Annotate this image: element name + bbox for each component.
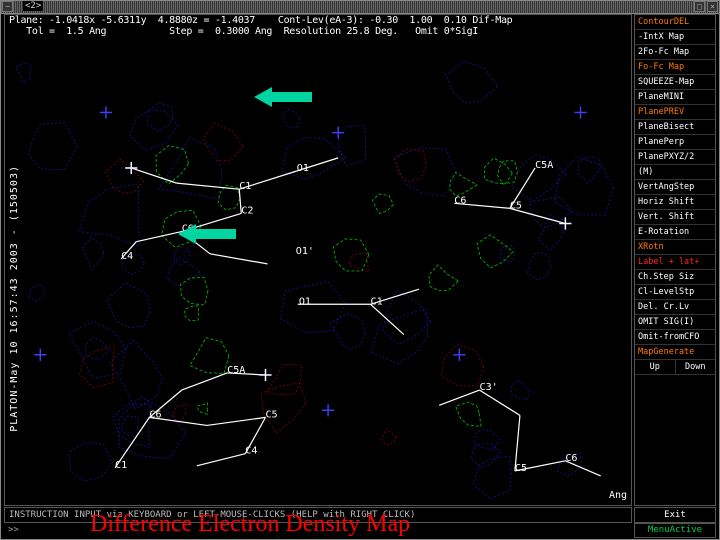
svg-text:O1': O1' bbox=[296, 246, 314, 257]
svg-text:C5A: C5A bbox=[227, 365, 245, 376]
menu-item-5[interactable]: PlaneMINI bbox=[635, 90, 715, 105]
svg-text:C1: C1 bbox=[115, 460, 127, 471]
menu-item-3[interactable]: Fo-Fc Map bbox=[635, 60, 715, 75]
menu-item-11[interactable]: VertAngStep bbox=[635, 180, 715, 195]
svg-text:C4: C4 bbox=[121, 251, 133, 262]
menu-item-21[interactable]: Omit-fromCFO bbox=[635, 330, 715, 345]
vertical-timestamp: PLATON-May 10 16:57:43 2003 - (150503) bbox=[9, 165, 20, 432]
svg-text:C2: C2 bbox=[241, 205, 253, 216]
svg-text:C5: C5 bbox=[510, 200, 522, 211]
maximize-icon[interactable]: □ bbox=[694, 1, 705, 12]
menu-item-13[interactable]: Vert. Shift bbox=[635, 210, 715, 225]
titlebar: − <2> □ × bbox=[1, 1, 719, 14]
menu-icon[interactable]: − bbox=[2, 1, 13, 12]
window-title: <2> bbox=[23, 1, 43, 11]
menu-item-0[interactable]: ContourDEL bbox=[635, 15, 715, 30]
svg-text:C1: C1 bbox=[371, 296, 383, 307]
menu-item-20[interactable]: OMIT SIG(I) bbox=[635, 315, 715, 330]
main-viewport: Plane: -1.0418x -5.6311y 4.8880z = -1.40… bbox=[4, 14, 632, 506]
menu-item-10[interactable]: (M) bbox=[635, 165, 715, 180]
menu-item-12[interactable]: Horiz Shift bbox=[635, 195, 715, 210]
svg-text:C6: C6 bbox=[454, 195, 466, 206]
svg-text:C1: C1 bbox=[239, 181, 251, 192]
menu-item-16[interactable]: Label + lat+ bbox=[635, 255, 715, 270]
angstrom-label: Ang bbox=[609, 490, 627, 501]
menu-item-6[interactable]: PlanePREV bbox=[635, 105, 715, 120]
svg-text:C4: C4 bbox=[245, 446, 257, 457]
side-menu: ContourDEL-IntX Map2Fo-Fc MapFo-Fc MapSQ… bbox=[634, 14, 716, 506]
menu-item-22[interactable]: MapGenerate bbox=[635, 345, 715, 360]
menu-item-19[interactable]: Del. Cr.Lv bbox=[635, 300, 715, 315]
svg-text:C5: C5 bbox=[515, 463, 527, 474]
down-button[interactable]: Down bbox=[676, 360, 716, 374]
menu-item-2[interactable]: 2Fo-Fc Map bbox=[635, 45, 715, 60]
header-line-1: Plane: -1.0418x -5.6311y 4.8880z = -1.40… bbox=[5, 15, 631, 26]
svg-text:C5: C5 bbox=[265, 409, 277, 420]
menu-active-label: MenuActive bbox=[648, 525, 702, 535]
menu-item-15[interactable]: XRotn bbox=[635, 240, 715, 255]
svg-text:C3': C3' bbox=[480, 382, 498, 393]
header-line-2: Tol = 1.5 Ang Step = 0.3000 Ang Resoluti… bbox=[5, 26, 631, 37]
menu-item-18[interactable]: Cl-LevelStp bbox=[635, 285, 715, 300]
menu-item-17[interactable]: Ch.Step Siz bbox=[635, 270, 715, 285]
annotation-arrow-0 bbox=[254, 85, 312, 109]
slide-caption: Difference Electron Density Map bbox=[90, 511, 410, 538]
svg-text:C6: C6 bbox=[565, 453, 577, 464]
menu-active-button[interactable]: MenuActive bbox=[634, 523, 716, 538]
svg-text:O1: O1 bbox=[299, 296, 311, 307]
annotation-arrow-1 bbox=[178, 222, 236, 246]
menu-item-8[interactable]: PlanePerp bbox=[635, 135, 715, 150]
density-map-canvas[interactable]: O1 C1 C2 C6 C4 O1' O1 C1 C5A C6 C5 C4 C1 C6 C5A C5 C3' C5… bbox=[5, 43, 631, 505]
menu-item-7[interactable]: PlaneBisect bbox=[635, 120, 715, 135]
svg-text:C6: C6 bbox=[149, 409, 161, 420]
svg-text:C5A: C5A bbox=[535, 160, 553, 171]
menu-item-4[interactable]: SQUEEZE-Map bbox=[635, 75, 715, 90]
up-button[interactable]: Up bbox=[635, 360, 676, 374]
menu-item-9[interactable]: PlanePXYZ/2 bbox=[635, 150, 715, 165]
close-icon[interactable]: × bbox=[707, 1, 718, 12]
menu-item-1[interactable]: -IntX Map bbox=[635, 30, 715, 45]
exit-button[interactable]: Exit bbox=[634, 507, 716, 523]
menu-item-14[interactable]: E-Rotation bbox=[635, 225, 715, 240]
svg-text:O1: O1 bbox=[297, 163, 309, 174]
